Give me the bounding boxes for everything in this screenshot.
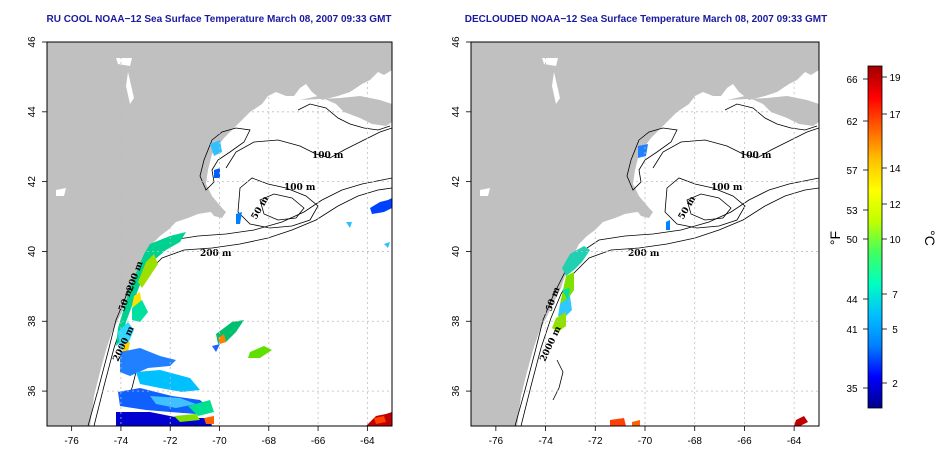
colorbar-gradient xyxy=(867,65,883,409)
fahrenheit-tick-label: 66 xyxy=(846,75,858,86)
left-axis-ticks: -76 -74 -72 -70 -68 -66 -64 46 44 42 40 38 36 xyxy=(27,36,375,447)
lon-tick-label: -64 xyxy=(360,436,375,447)
lon-tick-label: -70 xyxy=(212,436,227,447)
celsius-unit-label: °C xyxy=(922,230,938,246)
celsius-tick-label: 14 xyxy=(889,164,901,175)
left-panel-title: RU COOL NOAA−12 Sea Surface Temperature … xyxy=(46,14,391,25)
fahrenheit-tick-label: 50 xyxy=(846,235,858,246)
lon-tick-label: -76 xyxy=(489,436,504,447)
fahrenheit-tick-label: 44 xyxy=(846,295,858,306)
left-land-nova-scotia xyxy=(300,96,392,126)
temperature-colorbar: 19 17 14 12 10 7 5 2 66 62 57 53 50 44 41 35 °F °C xyxy=(827,65,938,409)
contour-label: 100 m xyxy=(740,151,772,161)
lat-tick-label: 40 xyxy=(451,245,462,257)
lat-tick-label: 44 xyxy=(27,106,38,118)
right-map-panel: 100 m 100 m 50 m 200 m 50 m 2000 m -76 -7… xyxy=(451,36,820,447)
right-panel-title: DECLOUDED NOAA−12 Sea Surface Temperatur… xyxy=(465,14,827,25)
lon-tick-label: -76 xyxy=(64,436,79,447)
lon-tick-label: -64 xyxy=(787,436,802,447)
contour-label: 200 m xyxy=(200,249,232,259)
lat-tick-label: 42 xyxy=(451,176,462,188)
lon-tick-label: -74 xyxy=(114,436,129,447)
contour-label: 200 m xyxy=(628,249,660,259)
fahrenheit-unit-label: °F xyxy=(827,231,843,245)
left-gridlines xyxy=(47,41,392,426)
right-bathymetry-contours xyxy=(514,103,819,426)
fahrenheit-tick-label: 62 xyxy=(846,117,858,128)
right-land-mainland xyxy=(471,42,819,426)
contour-label: 100 m xyxy=(711,183,743,193)
lon-tick-label: -74 xyxy=(538,436,553,447)
left-land-cape-cod xyxy=(208,206,226,218)
lat-tick-label: 40 xyxy=(27,245,38,257)
lat-tick-label: 46 xyxy=(27,36,38,48)
lat-tick-label: 38 xyxy=(27,315,38,327)
lat-tick-label: 36 xyxy=(451,385,462,397)
lat-tick-label: 38 xyxy=(451,315,462,327)
lon-tick-label: -72 xyxy=(588,436,603,447)
lon-tick-label: -66 xyxy=(311,436,326,447)
right-axis-ticks: -76 -74 -72 -70 -68 -66 -64 46 44 42 40 38 36 xyxy=(451,36,802,447)
celsius-tick-label: 7 xyxy=(892,290,898,301)
celsius-tick-label: 12 xyxy=(889,200,901,211)
right-land-cape-cod xyxy=(635,206,653,218)
fahrenheit-tick-label: 53 xyxy=(846,206,858,217)
fahrenheit-tick-label: 35 xyxy=(846,384,858,395)
right-sst-data xyxy=(552,144,808,426)
fahrenheit-tick-label: 41 xyxy=(846,325,858,336)
lat-tick-label: 46 xyxy=(451,36,462,48)
lat-tick-label: 42 xyxy=(27,176,38,188)
celsius-tick-label: 19 xyxy=(889,73,901,84)
contour-label: 100 m xyxy=(312,151,344,161)
lon-tick-label: -68 xyxy=(687,436,702,447)
fahrenheit-tick-label: 57 xyxy=(846,166,858,177)
left-map-panel: 100 m 100 m 50 m 200 m 50 m 200 m 2000 m… xyxy=(27,36,393,447)
contour-label: 100 m xyxy=(284,183,316,193)
left-land-mainland xyxy=(47,42,392,426)
lon-tick-label: -72 xyxy=(163,436,178,447)
lon-tick-label: -68 xyxy=(262,436,277,447)
left-sst-data xyxy=(116,140,392,426)
celsius-tick-label: 10 xyxy=(889,235,901,246)
right-land-nova-scotia xyxy=(727,96,819,126)
lon-tick-label: -70 xyxy=(638,436,653,447)
lat-tick-label: 36 xyxy=(27,385,38,397)
celsius-tick-label: 2 xyxy=(892,379,898,390)
lon-tick-label: -66 xyxy=(737,436,752,447)
lat-tick-label: 44 xyxy=(451,106,462,118)
celsius-tick-label: 5 xyxy=(892,325,898,336)
celsius-tick-label: 17 xyxy=(889,110,901,121)
